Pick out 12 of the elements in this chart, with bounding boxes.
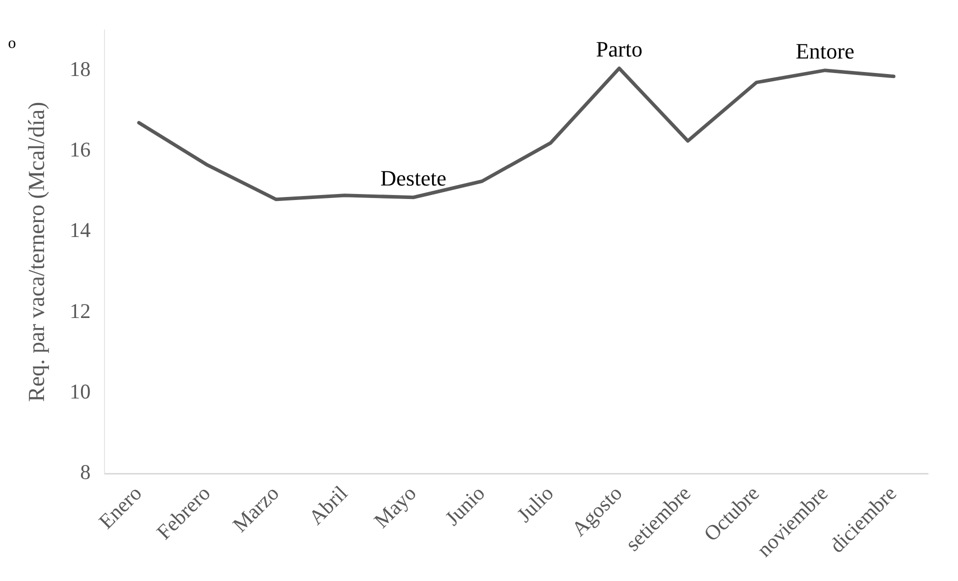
y-tick-label: 12	[70, 298, 91, 323]
y-tick-label: 14	[70, 218, 92, 242]
y-axis-title: Req. par vaca/ternero (Mcal/día)	[24, 102, 49, 402]
annotation: Entore	[796, 38, 854, 64]
annotation: Parto	[596, 36, 642, 62]
text: o	[8, 35, 16, 52]
x-tick-label: Julio	[512, 481, 558, 527]
y-tick-label: 8	[80, 460, 91, 484]
y-tick-label: 10	[70, 380, 91, 404]
annotation: Destete	[380, 165, 446, 190]
y-tick-label: 18	[70, 56, 91, 81]
y-tick-label: 16	[70, 138, 91, 162]
